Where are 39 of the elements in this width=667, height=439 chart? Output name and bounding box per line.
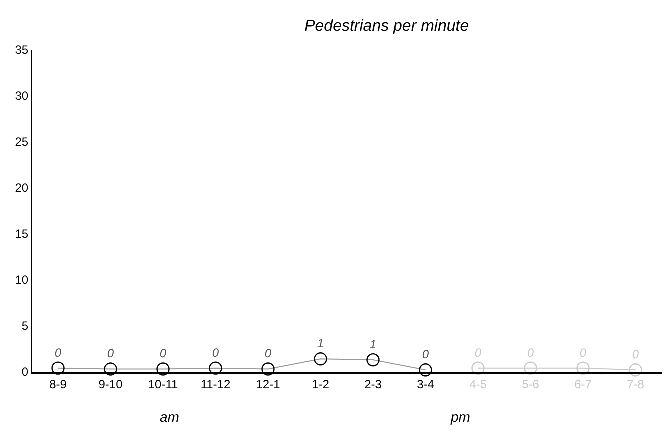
data-label: 0 — [212, 346, 220, 360]
x-tick-label: 3-4 — [417, 377, 435, 392]
point — [366, 353, 380, 367]
point — [262, 362, 275, 376]
text: pm — [450, 409, 471, 425]
y-tick-label: 30 — [15, 89, 29, 104]
y-tick-label: 15 — [15, 227, 29, 242]
point — [472, 362, 485, 375]
point — [419, 364, 432, 377]
point — [104, 362, 118, 376]
data-label: 0 — [264, 346, 272, 361]
data-label: 1 — [370, 338, 377, 352]
data-label: 1 — [317, 336, 324, 351]
x-tick-label: 11-12 — [200, 377, 231, 392]
x-tick-label: 2-3 — [364, 377, 382, 392]
point — [629, 364, 642, 377]
x-tick-label: 1-2 — [312, 377, 330, 392]
y-tick-label: 35 — [15, 43, 29, 58]
point — [209, 362, 222, 375]
data-label: 0 — [422, 348, 430, 362]
y-tick-label: 10 — [15, 273, 29, 288]
point — [576, 362, 590, 375]
y-tick-label: 0 — [22, 365, 29, 380]
data-label: 0 — [107, 346, 114, 361]
x-tick-label: 10-11 — [148, 377, 178, 392]
point — [524, 362, 538, 375]
text: am — [160, 409, 180, 425]
chart-title: Pedestrians per minute — [304, 18, 470, 35]
data-label: 0 — [160, 346, 167, 361]
x-tick-label: 9-10 — [98, 377, 124, 392]
point — [156, 362, 170, 376]
y-tick-label: 20 — [15, 181, 29, 196]
y-tick-label: 5 — [22, 319, 29, 334]
x-tick-label: 12-1 — [256, 377, 281, 392]
y-tick-label: 25 — [15, 135, 29, 150]
x-tick-label: 8-9 — [50, 377, 68, 392]
point — [52, 362, 65, 375]
point — [314, 352, 328, 366]
data-label: 0 — [54, 346, 62, 360]
